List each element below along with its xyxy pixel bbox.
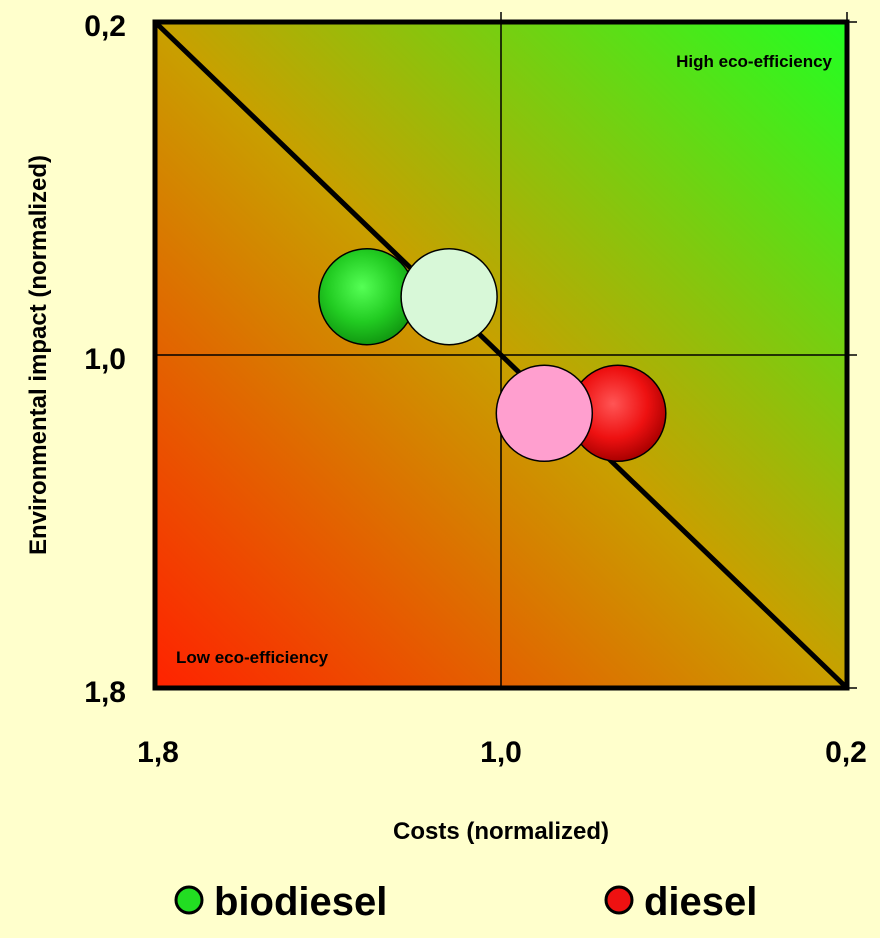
x-tick-label: 1,0 bbox=[480, 736, 522, 769]
x-tick-label: 1,8 bbox=[137, 736, 179, 769]
bubbles bbox=[318, 247, 667, 463]
bubble-biodiesel-2 bbox=[400, 247, 498, 346]
x-tick-label: 0,2 bbox=[825, 736, 867, 769]
y-axis-title: Environmental impact (normalized) bbox=[25, 155, 52, 555]
y-tick-label: 1,8 bbox=[84, 676, 126, 709]
legend-label-diesel: diesel bbox=[644, 880, 757, 924]
annotation-high: High eco-efficiency bbox=[676, 52, 832, 71]
legend-marker-biodiesel bbox=[174, 885, 204, 915]
y-tick-label: 0,2 bbox=[84, 10, 126, 43]
legend-label-biodiesel: biodiesel bbox=[214, 880, 387, 924]
x-axis-title: Costs (normalized) bbox=[393, 818, 609, 845]
y-tick-label: 1,0 bbox=[84, 343, 126, 376]
bubble-diesel-2 bbox=[495, 364, 594, 463]
diagonal-line bbox=[153, 20, 849, 690]
legend: biodiesel diesel bbox=[174, 880, 757, 924]
legend-marker-diesel bbox=[604, 885, 634, 915]
annotation-low: Low eco-efficiency bbox=[176, 648, 329, 667]
plot-frame bbox=[152, 19, 850, 691]
